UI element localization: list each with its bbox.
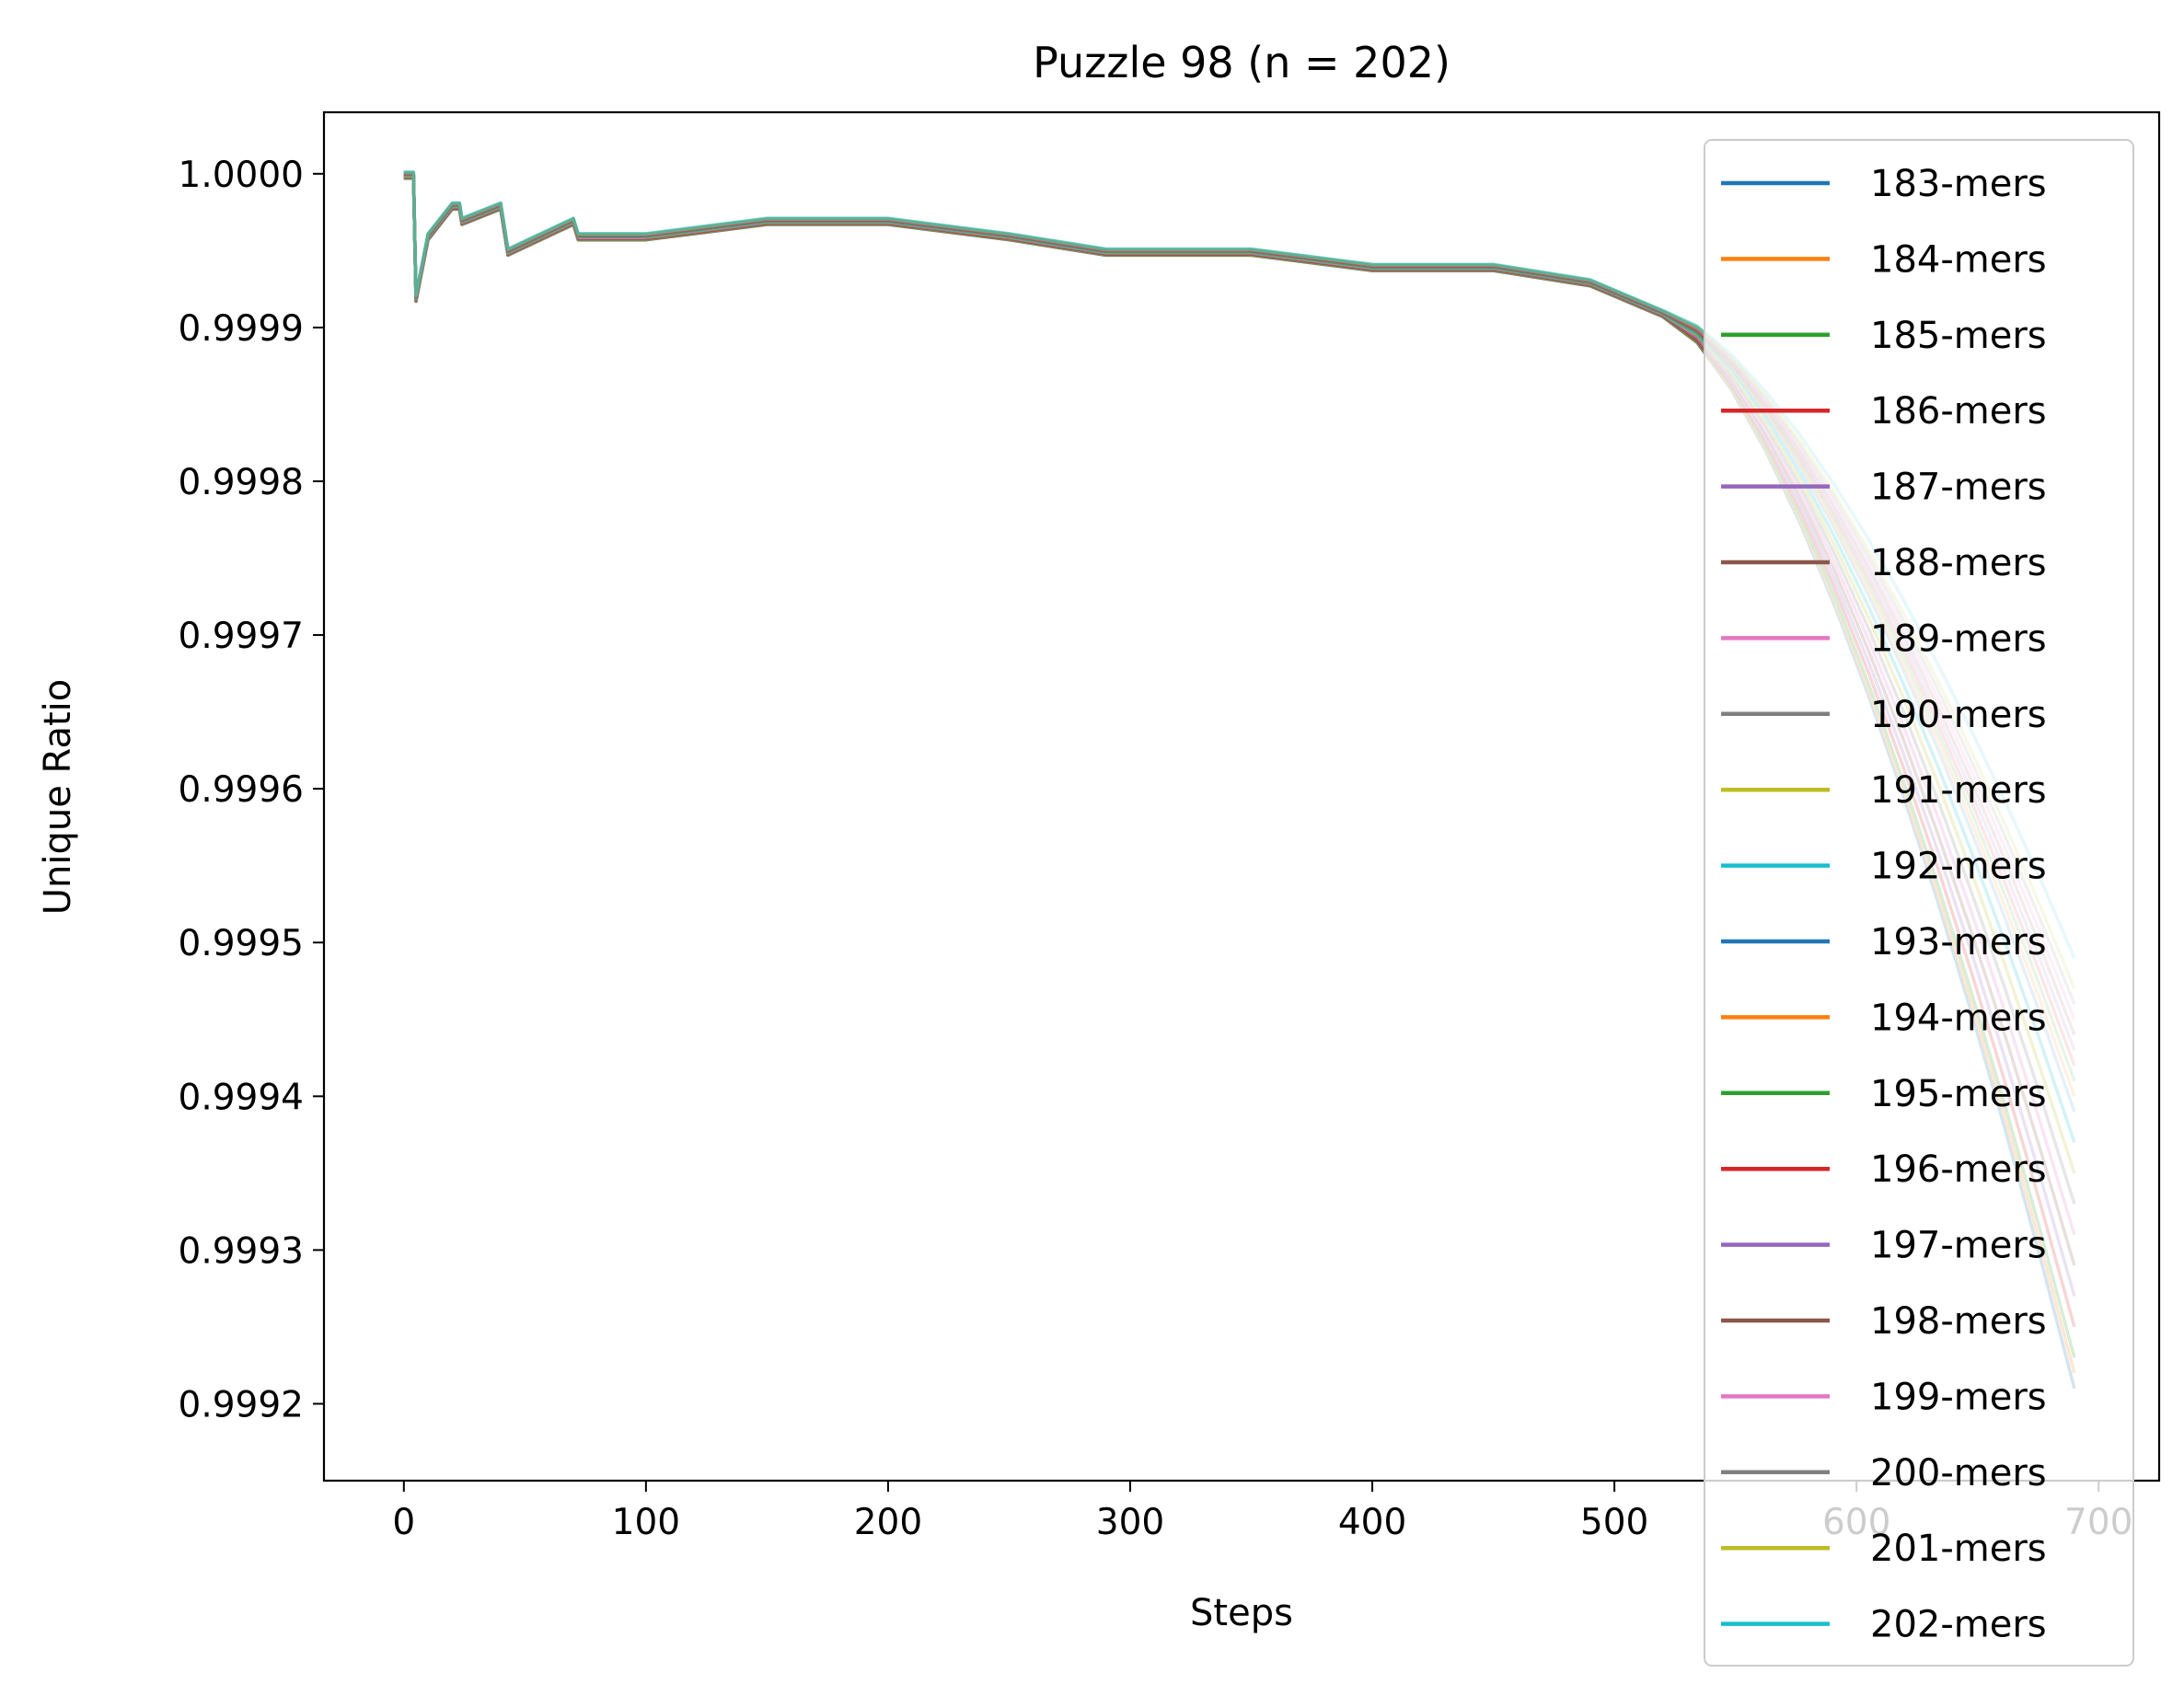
- y-tick-label: 0.9994: [179, 1077, 304, 1118]
- y-tick-label: 0.9998: [179, 462, 304, 503]
- x-tick-label: 200: [854, 1502, 922, 1543]
- legend-box: [1704, 139, 2134, 1667]
- legend-label: 188-mers: [1870, 542, 2047, 584]
- x-axis-label: Steps: [1190, 1592, 1293, 1634]
- legend-label: 193-mers: [1870, 921, 2047, 963]
- legend-label: 190-mers: [1870, 694, 2047, 736]
- x-tick-label: 0: [392, 1502, 415, 1543]
- y-tick-label: 0.9992: [179, 1384, 304, 1425]
- x-tick-label: 100: [612, 1502, 680, 1543]
- legend-label: 195-mers: [1870, 1073, 2047, 1115]
- legend-label: 186-mers: [1870, 390, 2047, 433]
- x-tick-label: 400: [1338, 1502, 1406, 1543]
- legend-label: 184-mers: [1870, 238, 2047, 281]
- y-tick-label: 1.0000: [179, 155, 304, 196]
- legend-label: 192-mers: [1870, 846, 2047, 888]
- x-tick-label: 500: [1580, 1502, 1648, 1543]
- legend-label: 196-mers: [1870, 1148, 2047, 1191]
- legend-label: 201-mers: [1870, 1528, 2047, 1570]
- x-tick-label: 300: [1096, 1502, 1164, 1543]
- y-tick-label: 0.9996: [179, 769, 304, 811]
- y-tick-label: 0.9993: [179, 1230, 304, 1272]
- legend-label: 185-mers: [1870, 315, 2047, 357]
- legend-label: 200-mers: [1870, 1452, 2047, 1494]
- legend: 183-mers 184-mers 185-mers 186-mers 187-mers…: [1704, 139, 2134, 1667]
- y-axis-label: Unique Ratio: [37, 679, 79, 916]
- legend-label: 191-mers: [1870, 769, 2047, 812]
- y-tick-label: 0.9995: [179, 923, 304, 964]
- legend-label: 189-mers: [1870, 617, 2047, 660]
- y-axis-ticks: 0.9992 0.9993 0.9994 0.9995 0.9996 0.9997 0.99…: [179, 155, 324, 1425]
- y-tick-label: 0.9999: [179, 308, 304, 350]
- y-tick-label: 0.9997: [179, 616, 304, 657]
- legend-label: 187-mers: [1870, 467, 2047, 509]
- legend-label: 197-mers: [1870, 1225, 2047, 1267]
- legend-label: 198-mers: [1870, 1300, 2047, 1343]
- legend-label: 199-mers: [1870, 1376, 2047, 1418]
- legend-label: 183-mers: [1870, 163, 2047, 205]
- plot-frame: [322, 110, 2161, 1483]
- legend-label: 202-mers: [1870, 1604, 2047, 1646]
- legend-label: 194-mers: [1870, 997, 2047, 1039]
- chart-title: Puzzle 98 (n = 202): [1033, 38, 1450, 87]
